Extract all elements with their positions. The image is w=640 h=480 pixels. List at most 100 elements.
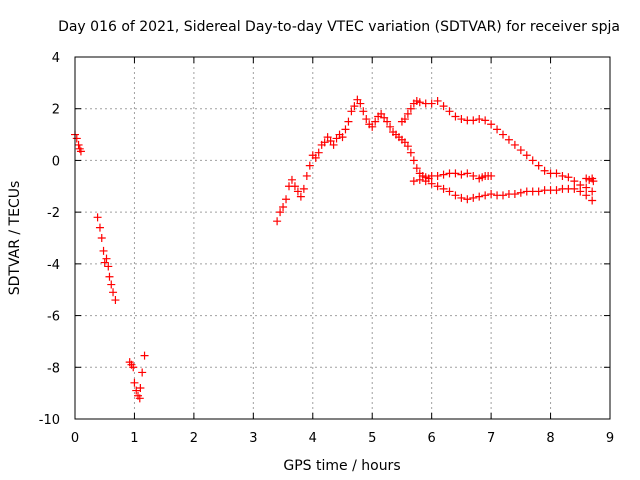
data-point xyxy=(540,166,549,175)
data-point xyxy=(558,171,567,180)
data-point xyxy=(350,102,359,111)
data-point xyxy=(273,217,282,226)
data-point xyxy=(469,171,478,180)
x-tick-label: 2 xyxy=(190,431,198,446)
data-point xyxy=(329,140,338,149)
data-point xyxy=(299,184,308,193)
data-point xyxy=(102,254,111,263)
data-point xyxy=(296,192,305,201)
data-point xyxy=(451,191,460,200)
data-marks xyxy=(71,95,598,403)
x-tick-label: 3 xyxy=(249,431,257,446)
data-point xyxy=(104,262,113,271)
data-point xyxy=(589,177,598,186)
data-point xyxy=(469,193,478,202)
data-point xyxy=(406,104,415,113)
data-point xyxy=(582,183,591,192)
data-point xyxy=(415,175,424,184)
x-tick-label: 4 xyxy=(309,431,317,446)
data-point xyxy=(290,182,299,191)
data-point xyxy=(403,142,412,151)
data-point xyxy=(105,272,114,281)
series-seg5 xyxy=(397,96,597,196)
x-tick-label: 6 xyxy=(428,431,436,446)
data-point xyxy=(588,187,597,196)
data-point xyxy=(534,187,543,196)
data-point xyxy=(282,195,291,204)
data-point xyxy=(109,288,118,297)
data-point xyxy=(499,191,507,200)
data-point xyxy=(276,208,285,217)
data-point xyxy=(451,112,460,121)
data-point xyxy=(371,117,380,126)
data-point xyxy=(135,394,144,403)
data-point xyxy=(493,125,502,134)
data-point xyxy=(457,193,466,202)
data-point xyxy=(302,171,311,180)
y-tick-label: -2 xyxy=(47,206,60,221)
y-tick-label: 0 xyxy=(52,154,60,169)
data-point xyxy=(72,134,81,143)
data-point xyxy=(136,383,145,392)
data-point xyxy=(415,98,424,107)
data-point xyxy=(582,191,591,200)
x-tick-label: 1 xyxy=(130,431,138,446)
data-point xyxy=(140,351,149,360)
data-point xyxy=(439,170,448,179)
data-point xyxy=(510,190,519,199)
data-point xyxy=(522,151,531,160)
y-tick-label: 2 xyxy=(52,103,60,118)
data-point xyxy=(341,125,350,134)
plot-frame xyxy=(74,56,611,420)
data-point xyxy=(95,223,104,232)
data-point xyxy=(406,148,415,157)
data-point xyxy=(516,146,525,155)
data-point xyxy=(347,107,356,116)
data-point xyxy=(451,169,460,178)
data-point xyxy=(362,115,371,124)
data-point xyxy=(433,182,442,191)
data-point xyxy=(293,187,302,196)
data-point xyxy=(100,258,109,267)
x-axis-label: GPS time / hours xyxy=(283,458,400,474)
y-tick-label: -4 xyxy=(47,258,60,273)
data-point xyxy=(534,161,543,170)
data-point xyxy=(138,368,147,377)
series-seg4 xyxy=(273,95,496,226)
x-tick-label: 0 xyxy=(71,431,79,446)
data-point xyxy=(499,130,507,139)
data-point xyxy=(564,173,573,182)
data-point xyxy=(433,171,442,180)
data-point xyxy=(279,202,288,211)
data-point xyxy=(427,179,436,188)
data-point xyxy=(570,177,579,186)
data-point xyxy=(409,156,418,165)
series-seg2 xyxy=(93,213,120,305)
data-point xyxy=(421,177,430,186)
data-point xyxy=(481,116,490,125)
x-tick-label: 9 xyxy=(606,431,614,446)
x-tick-label: 5 xyxy=(368,431,376,446)
data-point xyxy=(463,195,472,204)
data-point xyxy=(320,138,329,147)
data-point xyxy=(445,187,454,196)
data-point xyxy=(368,122,377,131)
data-point xyxy=(338,133,347,142)
y-tick-label: -8 xyxy=(47,361,60,376)
data-point xyxy=(427,99,436,108)
data-point xyxy=(439,102,448,111)
data-point xyxy=(311,153,320,162)
data-point xyxy=(356,99,365,108)
data-point xyxy=(412,164,421,173)
series-seg3 xyxy=(125,351,149,403)
data-point xyxy=(576,187,585,196)
y-tick-label: -10 xyxy=(39,413,60,428)
data-point xyxy=(107,280,116,289)
data-point xyxy=(129,363,138,372)
data-point xyxy=(359,107,368,116)
data-point xyxy=(130,378,139,387)
data-point xyxy=(528,156,537,165)
series-seg6 xyxy=(409,175,597,205)
